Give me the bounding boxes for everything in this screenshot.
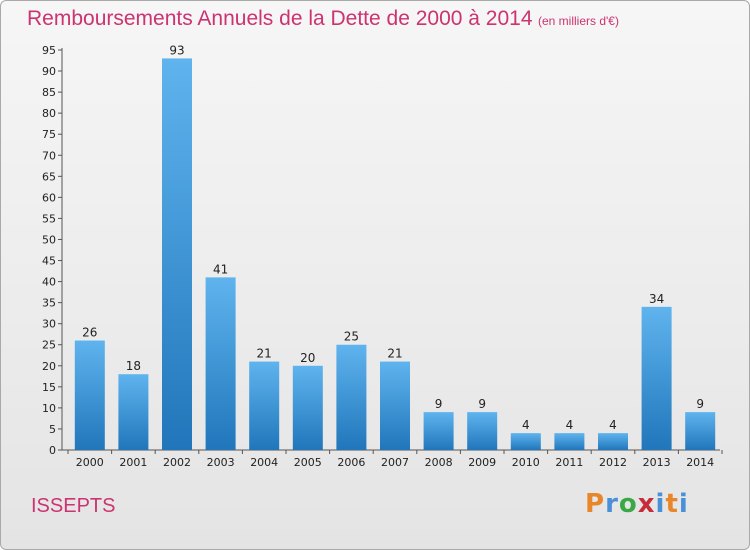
y-tick-label: 45 [42,255,56,268]
bar [205,277,236,450]
y-tick-label: 30 [42,318,56,331]
bar [598,433,628,450]
y-tick-label: 5 [49,423,56,436]
y-tick-label: 60 [42,191,56,204]
bar [554,433,585,450]
bar [423,412,454,450]
bar [641,306,672,450]
bar [249,361,280,450]
bar-value-label: 4 [522,418,530,432]
logo-letter: i [655,489,666,519]
x-tick-label: 2004 [250,456,278,469]
y-tick-label: 90 [42,65,56,78]
y-axis: 0 5 10 15 20 25 30 35 40 45 50 55 60 65 70 75 80 85 90 95 [42,44,63,457]
x-tick-label: 2010 [512,456,540,469]
chart-title: Remboursements Annuels de la Dette de 20… [27,7,533,30]
bar [74,340,105,450]
bar-value-label: 9 [478,397,486,411]
y-tick-label: 35 [42,297,56,310]
bar-value-label: 26 [82,326,97,340]
bar-value-label: 21 [387,347,402,361]
y-tick-label: 85 [42,86,56,99]
logo-letter: i [678,489,689,519]
logo-letter: r [605,489,619,519]
y-tick-label: 95 [42,44,56,57]
logo-letter: o [618,489,638,519]
bar-value-label: 18 [126,359,141,373]
logo-letter: t [665,489,679,519]
x-tick-label: 2007 [381,456,409,469]
bar-value-label: 93 [169,43,184,57]
bar-value-label: 34 [649,292,664,306]
x-tick-label: 2003 [207,456,235,469]
y-tick-label: 70 [42,149,56,162]
x-tick-label: 2012 [599,456,627,469]
bar-value-label: 4 [566,418,574,432]
bar [292,365,323,450]
chart-unit-subtitle: (en milliers d'€) [538,14,619,28]
bar-value-label: 20 [300,351,315,365]
x-axis: 2000 2001 2002 2003 2004 2005 2006 2007 2008 2009… [62,449,723,469]
bar [510,433,541,450]
y-tick-label: 15 [42,381,56,394]
x-tick-label: 2001 [119,456,147,469]
y-tick-label: 40 [42,276,56,289]
y-tick-label: 0 [49,444,56,457]
bar [118,374,149,450]
y-tick-label: 10 [42,402,56,415]
x-tick-label: 2006 [337,456,365,469]
x-tick-label: 2014 [686,456,714,469]
x-tick-label: 2013 [643,456,671,469]
data-labels: 26 18 93 41 21 20 25 21 9 9 4 4 4 34 9 [82,43,704,432]
logo-letter: x [637,489,656,519]
y-tick-label: 55 [42,212,56,225]
x-tick-label: 2000 [76,456,104,469]
x-tick-label: 2002 [163,456,191,469]
x-tick-label: 2011 [555,456,583,469]
bar [380,361,410,450]
y-tick-label: 20 [42,360,56,373]
bar-value-label: 25 [344,330,359,344]
bar [685,412,716,450]
bar [162,58,192,450]
bar-value-label: 4 [609,418,617,432]
bar [336,344,367,450]
y-tick-label: 75 [42,128,56,141]
logo-letter: P [585,489,606,519]
y-tick-label: 80 [42,107,56,120]
commune-name: ISSEPTS [31,495,116,517]
y-tick-label: 25 [42,339,56,352]
bar [467,412,498,450]
x-tick-label: 2008 [425,456,453,469]
y-tick-label: 50 [42,233,56,246]
bar-value-label: 41 [213,262,228,276]
y-tick-label: 65 [42,170,56,183]
bar-value-label: 21 [257,347,272,361]
proxiti-logo[interactable]: Proxiti [585,489,689,519]
bars [74,58,716,450]
bar-value-label: 9 [696,397,704,411]
x-tick-label: 2005 [294,456,322,469]
bar-value-label: 9 [435,397,443,411]
x-tick-label: 2009 [468,456,496,469]
